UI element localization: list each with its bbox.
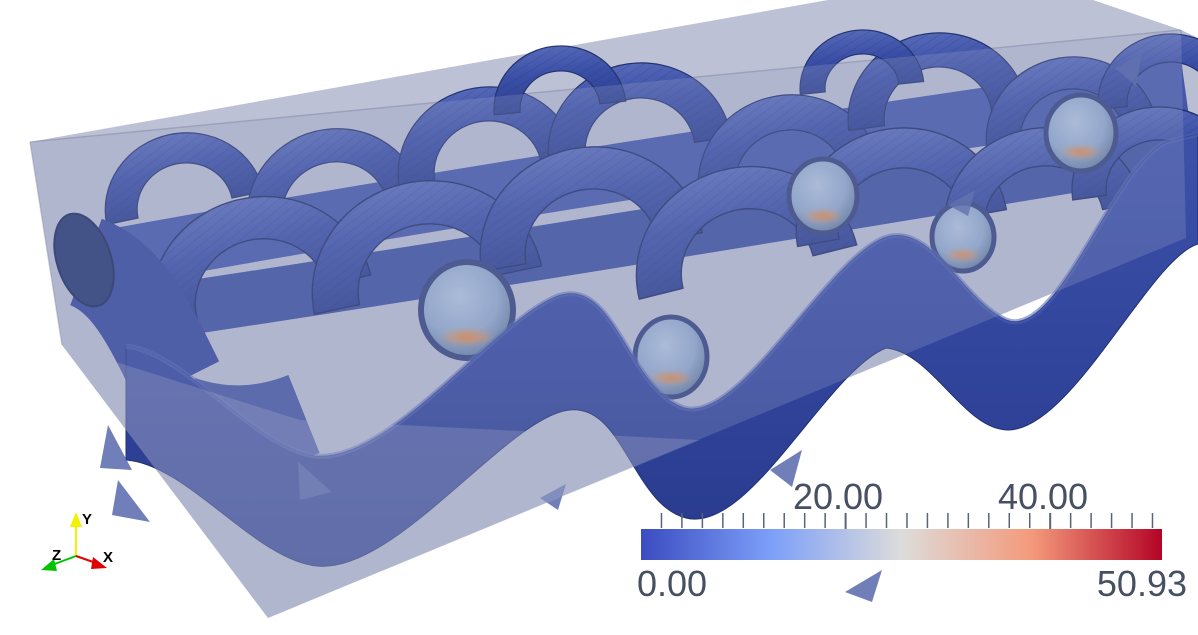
scalar-colorbar[interactable]: 20.00 40.00 0.00 50.93 <box>637 476 1187 604</box>
y-axis-label: Y <box>82 511 92 528</box>
scene-3d <box>29 0 1198 618</box>
orientation-axes-widget: Y Z X <box>41 511 113 571</box>
z-axis-arrowhead <box>41 559 57 571</box>
yarn-tube-far <box>116 119 1195 345</box>
yarn-cross-section-disc <box>786 156 860 236</box>
x-axis-arrowhead <box>91 557 107 569</box>
z-axis-label: Z <box>52 547 61 564</box>
colorbar-gradient-bar <box>641 529 1162 560</box>
colorbar-tick-label-40: 40.00 <box>998 476 1088 517</box>
box-front-face-translucent <box>30 30 1186 618</box>
y-axis-arrowhead <box>70 512 82 527</box>
colorbar-max-label: 50.93 <box>1097 563 1187 604</box>
box-lower-haze <box>62 345 700 618</box>
box-edge <box>29 141 63 346</box>
yarn-cross-section-disc <box>418 259 516 361</box>
colorbar-tick-label-20: 20.00 <box>793 476 883 517</box>
mesh-artifacts <box>100 54 1142 602</box>
x-axis-label: X <box>103 549 113 566</box>
colorbar-min-label: 0.00 <box>637 563 707 604</box>
z-axis-line <box>51 555 77 566</box>
yarn-end-cap <box>53 212 115 308</box>
yarn-cross-section-disc <box>1043 92 1119 174</box>
yarn-front-band-highlight <box>125 131 1198 459</box>
